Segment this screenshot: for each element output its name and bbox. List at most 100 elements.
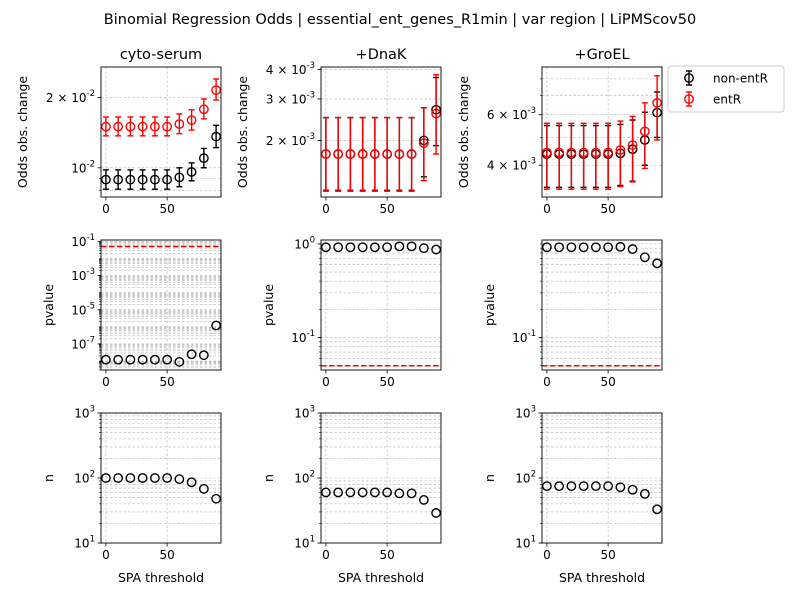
data-point (174, 356, 185, 367)
series-entR (541, 75, 663, 190)
data-point (566, 147, 577, 158)
data-point (211, 320, 222, 331)
data-point (382, 242, 393, 253)
y-tick-exponent: -1 (528, 329, 536, 339)
y-tick-label: 103 (294, 405, 315, 421)
y-tick-exponent: -7 (87, 335, 95, 345)
data-point (652, 258, 663, 269)
data-point (394, 488, 405, 499)
y-axis-label: pvalue (482, 284, 497, 326)
y-tick-label: 102 (74, 470, 95, 486)
y-axis-label: n (261, 474, 276, 482)
y-tick-label: 2 × 10-2 (46, 89, 95, 105)
data-point (125, 473, 136, 483)
axes-frame (541, 412, 663, 544)
data-point (137, 473, 148, 483)
legend-label: entR (713, 93, 741, 107)
data-point (320, 242, 331, 253)
y-tick-exponent: 2 (310, 470, 315, 480)
grid (321, 240, 441, 370)
series-values (100, 473, 222, 504)
grid (101, 240, 221, 371)
data-point (345, 242, 356, 253)
y-tick-exponent: -3 (307, 90, 315, 100)
legend-marker (684, 73, 694, 83)
data-point (554, 147, 565, 158)
y-tick-label: 10-5 (71, 301, 95, 317)
data-point (320, 487, 331, 498)
x-tick-label: 0 (322, 375, 330, 389)
data-point (603, 242, 614, 253)
y-tick-exponent: -2 (87, 159, 95, 169)
data-point (345, 149, 356, 159)
y-tick-exponent: -2 (87, 89, 95, 99)
x-tick-label: 0 (102, 375, 110, 389)
x-tick-label: 50 (600, 548, 615, 562)
data-point (578, 481, 589, 492)
y-tick-exponent: 3 (90, 405, 95, 415)
data-point (566, 481, 577, 492)
data-point (137, 174, 148, 185)
data-point (639, 252, 650, 263)
data-point (627, 484, 638, 495)
y-tick-label: 6 × 10-3 (487, 106, 536, 122)
series-values (320, 487, 442, 518)
data-point (418, 138, 429, 148)
data-point (137, 121, 148, 132)
data-point (566, 242, 577, 253)
data-point (198, 483, 209, 494)
axes-frame (541, 66, 663, 198)
y-tick-base: 10 (512, 331, 527, 345)
data-point (590, 242, 601, 253)
figure-suptitle: Binomial Regression Odds | essential_ent… (104, 12, 696, 28)
y-tick-exponent: -5 (87, 301, 95, 311)
y-tick-exponent: 0 (310, 235, 315, 245)
y-tick-base: 10 (291, 331, 306, 345)
axes-frame (320, 239, 442, 371)
x-tick-label: 50 (159, 375, 174, 389)
data-point (578, 147, 589, 158)
y-axis-label: pvalue (261, 284, 276, 326)
data-point (652, 97, 663, 108)
y-tick-exponent: 3 (310, 405, 315, 415)
data-point (100, 174, 111, 185)
series-entR (320, 74, 442, 191)
data-point (431, 508, 442, 518)
y-tick-base: 4 × 10 (266, 63, 307, 77)
y-tick-label: 103 (515, 405, 536, 421)
y-tick-exponent: 1 (90, 535, 95, 545)
data-point (554, 242, 565, 253)
series-values (541, 481, 663, 515)
data-point (149, 473, 160, 483)
axes-frame (320, 66, 442, 198)
x-tick-label: 50 (379, 548, 394, 562)
y-axis-label: n (41, 474, 56, 482)
y-tick-exponent: -3 (307, 132, 315, 142)
data-point (186, 349, 197, 360)
panel-title: +GroEL (574, 47, 629, 63)
y-tick-label: 103 (74, 405, 95, 421)
y-tick-label: 4 × 10-3 (266, 61, 315, 77)
data-point (603, 481, 614, 492)
data-point (174, 474, 185, 485)
x-tick-label: 0 (102, 202, 110, 216)
x-tick-label: 50 (379, 375, 394, 389)
data-point (578, 242, 589, 253)
legend-label: non-entR (713, 72, 768, 86)
data-point (369, 487, 380, 498)
y-tick-label: 10-1 (291, 329, 315, 345)
x-tick-label: 0 (102, 548, 110, 562)
data-point (554, 481, 565, 492)
data-point (590, 481, 601, 492)
data-point (382, 487, 393, 498)
data-point (333, 242, 344, 253)
x-tick-label: 50 (159, 202, 174, 216)
y-tick-exponent: 1 (310, 535, 315, 545)
data-point (113, 354, 124, 365)
data-point (541, 481, 552, 492)
x-tick-label: 0 (543, 202, 551, 216)
y-tick-exponent: -3 (87, 267, 95, 277)
data-point (418, 243, 429, 254)
